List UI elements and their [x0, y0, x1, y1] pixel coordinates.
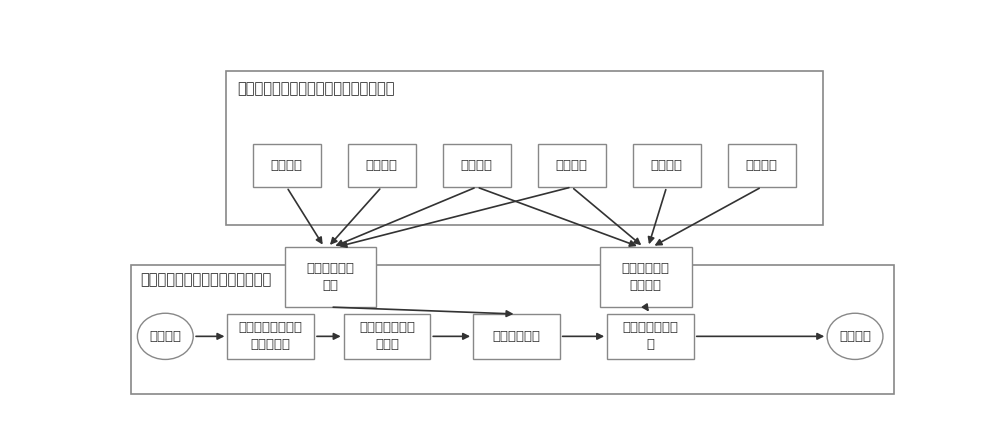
Text: 确定系统的口径、
视场和焦距: 确定系统的口径、 视场和焦距 [239, 321, 303, 351]
FancyBboxPatch shape [227, 314, 314, 359]
Text: 平像场三反消像散望远镜设计流程: 平像场三反消像散望远镜设计流程 [140, 272, 272, 288]
Text: 计算曲率半径: 计算曲率半径 [492, 330, 540, 343]
Text: 焦距条件: 焦距条件 [271, 159, 303, 172]
FancyBboxPatch shape [607, 314, 694, 359]
Text: 球差条件: 球差条件 [461, 159, 493, 172]
FancyBboxPatch shape [253, 144, 321, 187]
FancyBboxPatch shape [728, 144, 796, 187]
FancyBboxPatch shape [226, 72, 822, 225]
Text: 计算二次曲面系
数: 计算二次曲面系 数 [622, 321, 678, 351]
FancyBboxPatch shape [348, 144, 416, 187]
Text: 彗差条件: 彗差条件 [556, 159, 588, 172]
FancyBboxPatch shape [473, 314, 560, 359]
Text: 场曲条件: 场曲条件 [746, 159, 778, 172]
FancyBboxPatch shape [344, 314, 430, 359]
Text: 设计完成: 设计完成 [839, 330, 871, 343]
Text: 平像场三反消像散望远镜需要满足的条件: 平像场三反消像散望远镜需要满足的条件 [237, 81, 395, 96]
Text: 成像条件: 成像条件 [366, 159, 398, 172]
Text: 曲率半径计算
公式: 曲率半径计算 公式 [306, 262, 354, 292]
FancyBboxPatch shape [285, 247, 376, 307]
FancyBboxPatch shape [633, 144, 701, 187]
Ellipse shape [827, 313, 883, 359]
Ellipse shape [137, 313, 193, 359]
Text: 确定镜面间隔和
后截距: 确定镜面间隔和 后截距 [359, 321, 415, 351]
Text: 二次曲面系数
计算公式: 二次曲面系数 计算公式 [622, 262, 670, 292]
FancyBboxPatch shape [443, 144, 511, 187]
FancyBboxPatch shape [600, 247, 692, 307]
FancyBboxPatch shape [538, 144, 606, 187]
Text: 设计开始: 设计开始 [149, 330, 181, 343]
FancyBboxPatch shape [131, 265, 894, 394]
Text: 像散条件: 像散条件 [651, 159, 683, 172]
